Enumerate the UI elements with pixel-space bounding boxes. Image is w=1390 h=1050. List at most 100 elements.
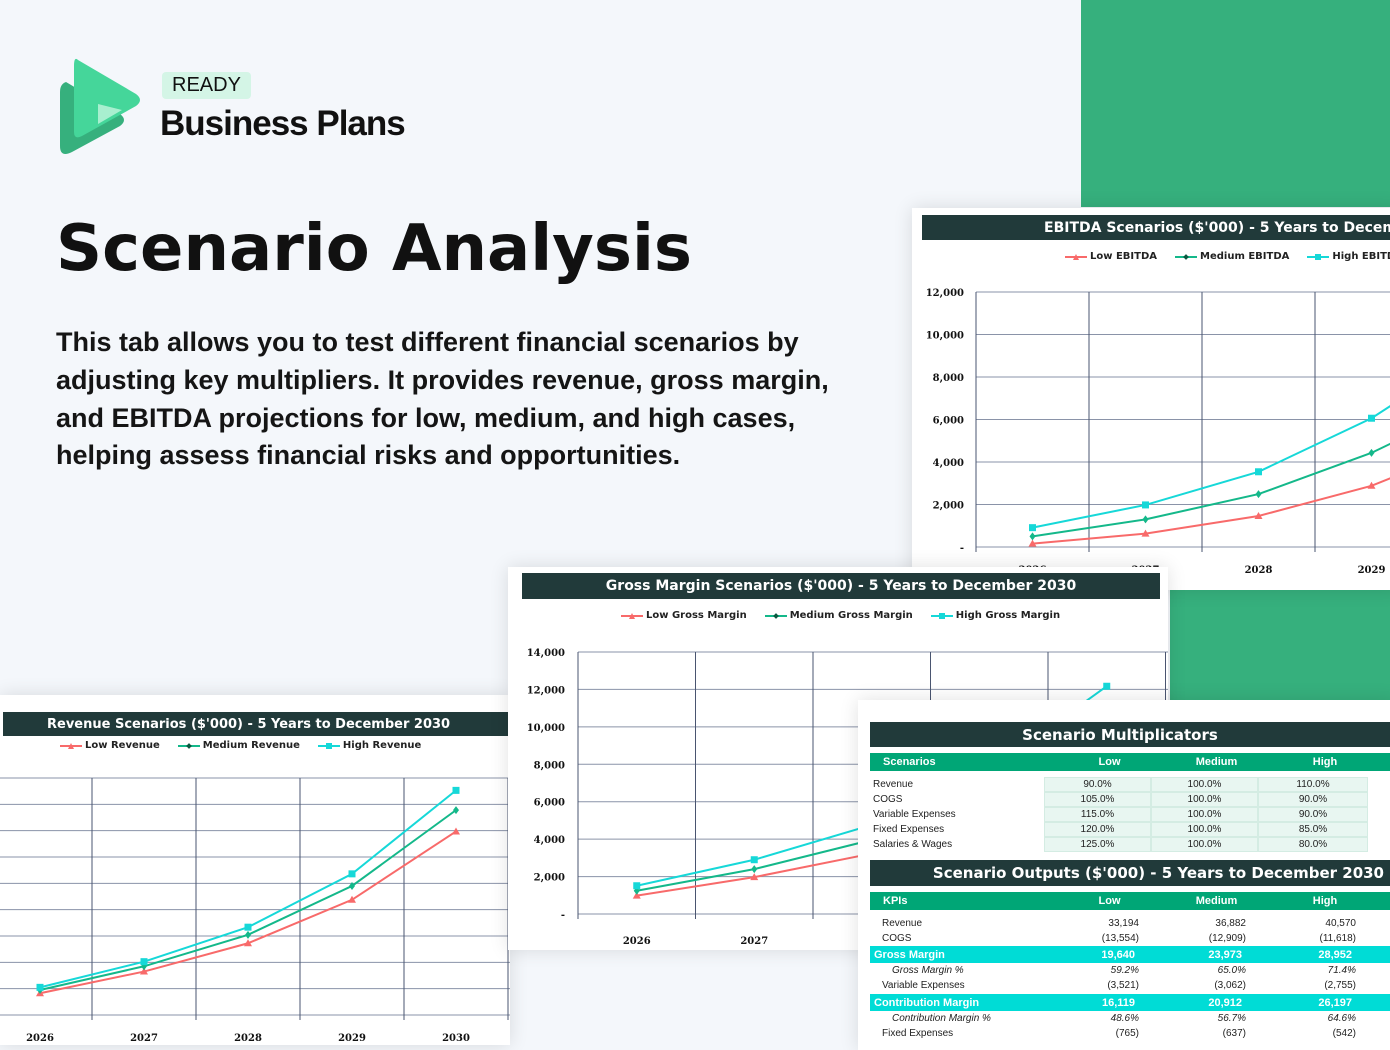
multiplier-input[interactable]: 80.0% <box>1258 837 1368 852</box>
multiplier-input[interactable]: 90.0% <box>1258 792 1368 807</box>
output-value: 19,640 <box>1044 949 1135 961</box>
y-tick-label: 10,000 <box>527 723 565 734</box>
y-tick-label: 12,000 <box>926 288 964 299</box>
multiplier-input[interactable]: 110.0% <box>1258 777 1368 792</box>
data-point <box>1255 468 1262 475</box>
output-value: 59.2% <box>1044 965 1139 976</box>
output-value: 33,194 <box>1044 918 1139 929</box>
data-point <box>633 882 640 889</box>
series-line <box>1033 345 1390 528</box>
data-point <box>1029 524 1036 531</box>
row-label: Fixed Expenses <box>882 1028 953 1039</box>
x-tick-label: 2026 <box>26 1033 54 1044</box>
y-tick-label: 2,000 <box>933 501 964 512</box>
data-point <box>453 787 460 794</box>
data-point <box>1369 449 1375 457</box>
output-row: Variable Expenses (3,521) (3,062) (2,755) <box>870 978 1390 993</box>
multiplier-input[interactable]: 90.0% <box>1258 807 1368 822</box>
output-value: 64.6% <box>1258 1013 1356 1024</box>
output-value: 65.0% <box>1151 965 1246 976</box>
data-point <box>1103 683 1110 690</box>
x-tick-label: 2029 <box>338 1033 366 1044</box>
multiplier-input[interactable]: 90.0% <box>1044 777 1151 792</box>
data-point <box>1256 490 1262 498</box>
outputs-header: KPIs Low Medium High <box>870 892 1390 910</box>
y-tick-label: 10,000 <box>926 331 964 342</box>
output-row: Contribution Margin %48.6%56.7%64.6% <box>870 1011 1390 1026</box>
decor-block-mid <box>1170 590 1390 702</box>
logo-play-icon <box>58 54 144 158</box>
y-tick-label: - <box>960 543 964 554</box>
ebitda-chart-card: EBITDA Scenarios ($'000) - 5 Years to De… <box>912 208 1390 590</box>
col-header: High <box>1270 756 1380 768</box>
series-high <box>1029 342 1390 532</box>
revenue-chart-card: Revenue Scenarios ($'000) - 5 Years to D… <box>0 695 510 1045</box>
output-value: 48.6% <box>1044 1013 1139 1024</box>
data-point <box>1368 415 1375 422</box>
y-tick-label: 12,000 <box>527 685 565 696</box>
row-label: Contribution Margin % <box>892 1013 991 1024</box>
multiplier-input[interactable]: 115.0% <box>1044 807 1151 822</box>
data-point <box>1030 532 1036 540</box>
x-tick-label: 2027 <box>740 936 768 947</box>
col-header: Medium <box>1163 756 1270 768</box>
output-value: (11,618) <box>1258 933 1356 944</box>
y-tick-label: 4,000 <box>534 835 565 846</box>
logo <box>58 54 144 162</box>
series-line <box>40 790 456 987</box>
data-point <box>245 931 251 939</box>
series-medium <box>37 806 459 994</box>
output-value: (3,062) <box>1151 980 1246 991</box>
row-label: Gross Margin % <box>892 965 964 976</box>
series-line <box>40 810 456 990</box>
multiplier-input[interactable]: 100.0% <box>1151 777 1258 792</box>
row-label: Revenue <box>882 918 922 929</box>
row-label: Variable Expenses <box>873 809 956 820</box>
col-header: Low <box>1056 895 1163 907</box>
multiplier-input[interactable]: 100.0% <box>1151 792 1258 807</box>
row-label: Contribution Margin <box>874 997 979 1009</box>
grid <box>0 778 510 1020</box>
col-header: Scenarios <box>883 756 936 768</box>
row-label: Fixed Expenses <box>873 824 944 835</box>
output-row: COGS(13,554)(12,909)(11,618) <box>870 931 1390 946</box>
multiplier-row: Fixed Expenses 120.0%100.0%85.0% <box>858 822 1390 837</box>
output-value: (3,521) <box>1044 980 1139 991</box>
output-value: 40,570 <box>1258 918 1356 929</box>
x-tick-label: 2028 <box>234 1033 262 1044</box>
output-value: (637) <box>1151 1028 1246 1039</box>
output-value: (2,755) <box>1258 980 1356 991</box>
row-label: Variable Expenses <box>882 980 965 991</box>
multiplier-input[interactable]: 100.0% <box>1151 822 1258 837</box>
multiplier-input[interactable]: 85.0% <box>1258 822 1368 837</box>
multiplier-input[interactable]: 125.0% <box>1044 837 1151 852</box>
col-header: KPIs <box>883 895 907 907</box>
grid <box>976 292 1390 552</box>
multipliers-title: Scenario Multiplicators <box>870 722 1390 747</box>
series-medium <box>1030 394 1390 540</box>
scenario-tables-card: Scenario Multiplicators Scenarios Low Me… <box>858 700 1390 1050</box>
output-value: 28,952 <box>1258 949 1352 961</box>
output-value: (12,909) <box>1151 933 1246 944</box>
y-tick-label: 6,000 <box>933 416 964 427</box>
data-point <box>245 924 252 931</box>
brand-name: Business Plans <box>160 104 405 144</box>
multiplier-input[interactable]: 120.0% <box>1044 822 1151 837</box>
x-tick-label: 2030 <box>442 1033 470 1044</box>
output-value: 16,119 <box>1044 997 1135 1009</box>
col-header: Medium <box>1163 895 1270 907</box>
y-tick-label: 14,000 <box>527 648 565 659</box>
x-tick-label: 2026 <box>623 936 651 947</box>
output-value: 26,197 <box>1258 997 1352 1009</box>
x-tick-label: 2029 <box>1358 565 1386 576</box>
multiplier-input[interactable]: 100.0% <box>1151 807 1258 822</box>
multiplier-input[interactable]: 100.0% <box>1151 837 1258 852</box>
data-point <box>141 958 148 965</box>
x-tick-label: 2027 <box>130 1033 158 1044</box>
data-point <box>1142 501 1149 508</box>
multiplier-input[interactable]: 105.0% <box>1044 792 1151 807</box>
page-title: Scenario Analysis <box>56 212 692 286</box>
